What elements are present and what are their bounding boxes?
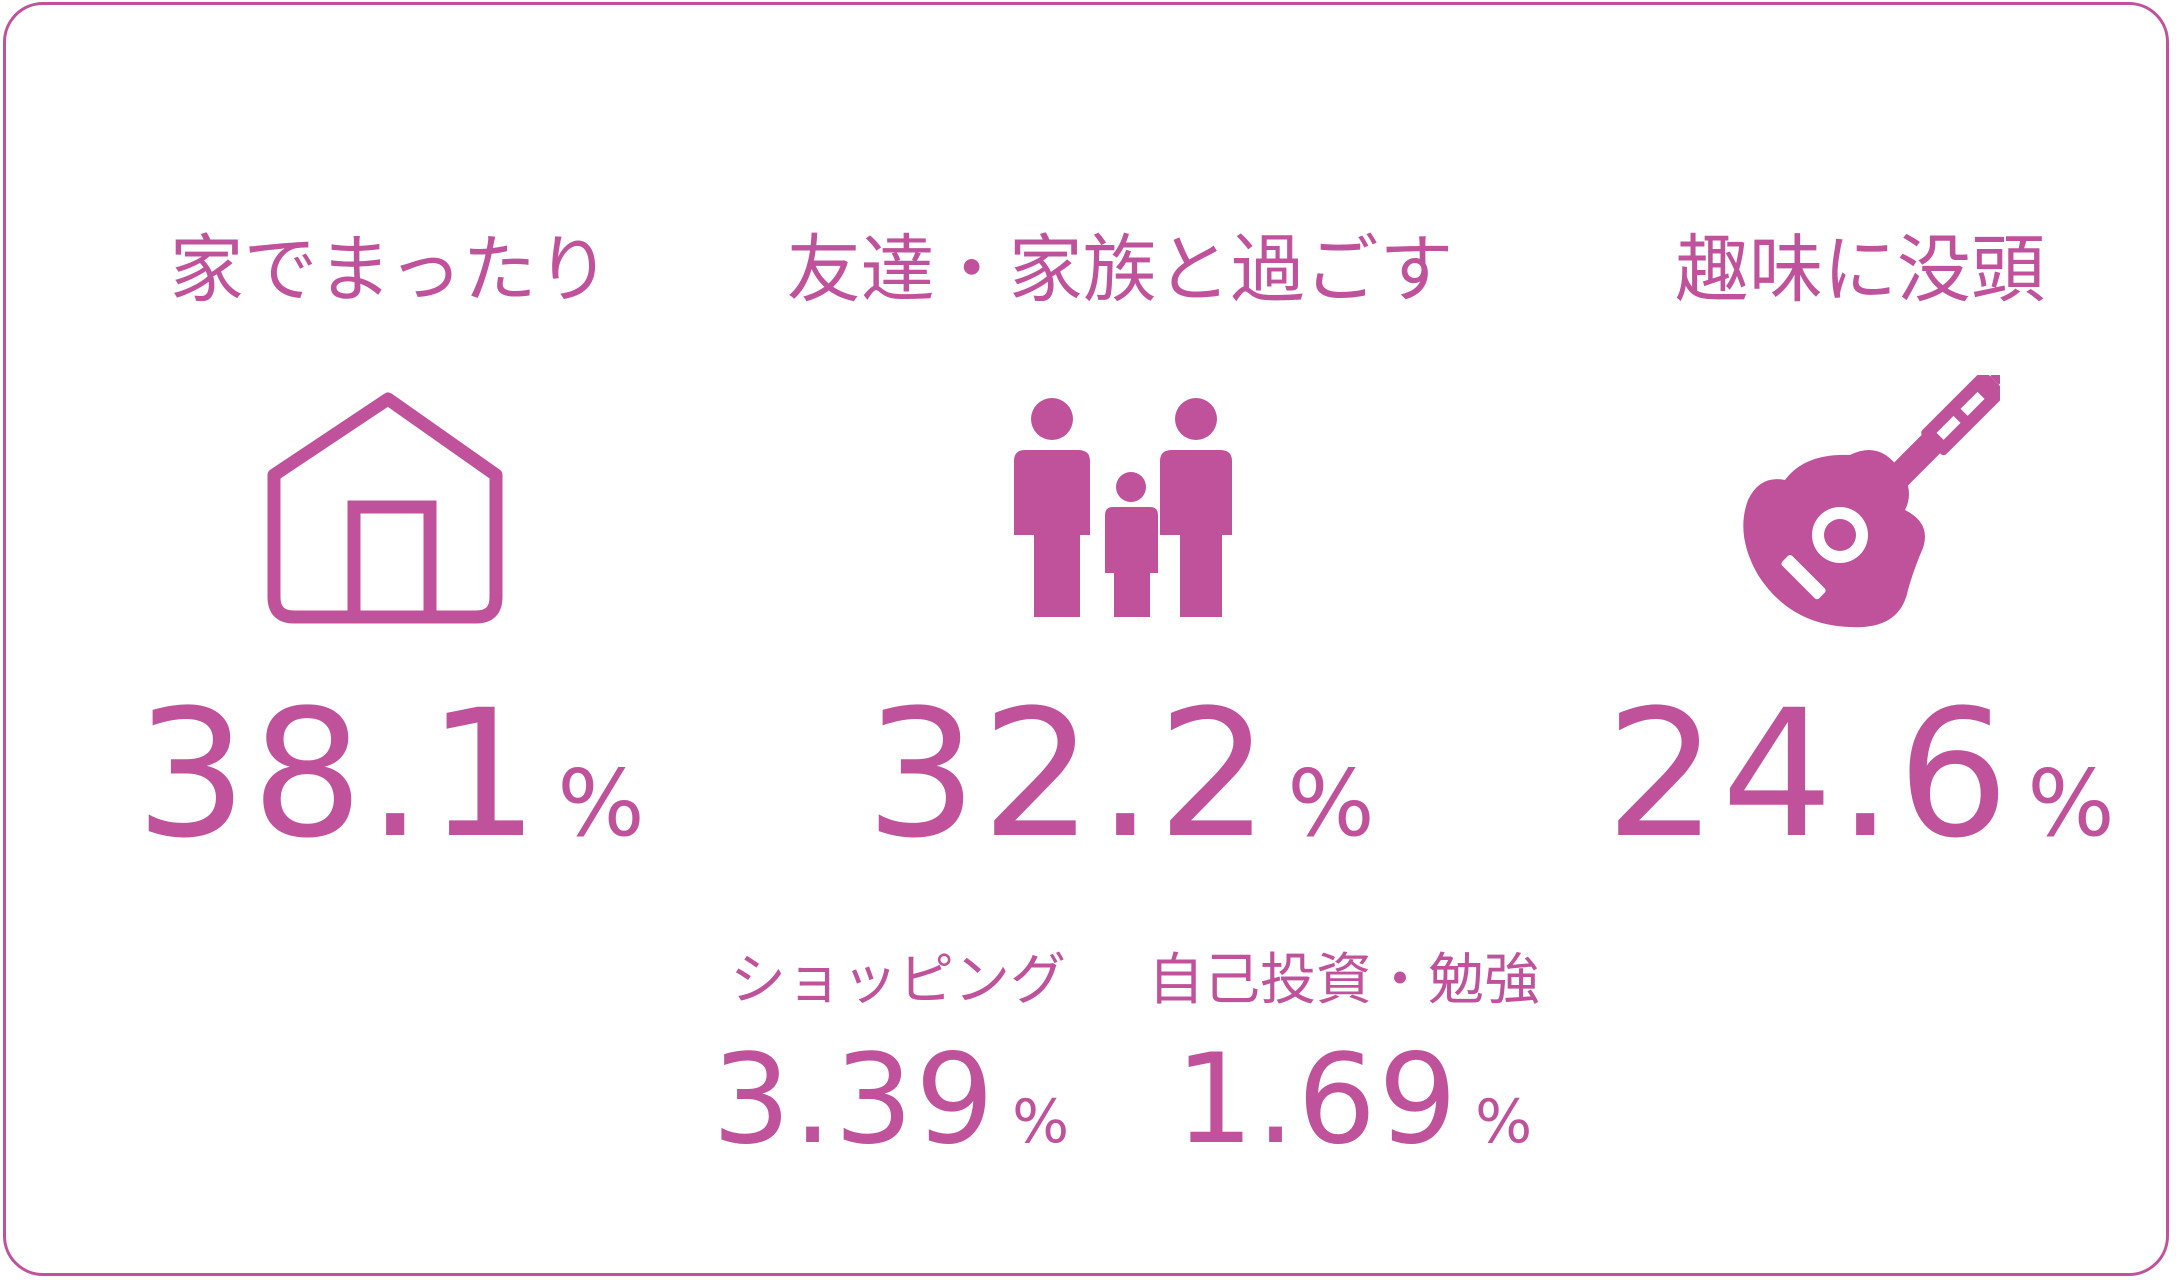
guitar-icon <box>1743 375 2000 628</box>
value-number: 3.39 <box>712 1028 997 1172</box>
value-number: 38.1 <box>135 672 544 877</box>
percent-sign: % <box>2027 750 2115 857</box>
percent-sign: % <box>557 750 645 857</box>
family-icon <box>1014 398 1232 617</box>
item-label-home: 家でまったり <box>169 227 611 313</box>
item-value-hobby: 24.6% <box>1600 687 2120 863</box>
value-number: 32.2 <box>865 672 1274 877</box>
percent-sign: % <box>1475 1087 1533 1157</box>
card-frame <box>3 2 2169 1276</box>
minor-value-study: 1.69% <box>1175 1038 1533 1162</box>
minor-label-study: 自己投資・勉強 <box>1148 948 1540 1013</box>
item-label-hobby: 趣味に没頭 <box>1675 227 2045 313</box>
value-number: 24.6 <box>1605 672 2014 877</box>
item-value-family: 32.2% <box>740 687 1500 863</box>
minor-value-shopping: 3.39% <box>712 1038 1070 1162</box>
item-value-home: 38.1% <box>130 687 650 863</box>
minor-label-shopping: ショッピング <box>730 948 1066 1013</box>
percent-sign: % <box>1287 750 1375 857</box>
house-icon <box>267 392 503 624</box>
item-label-family: 友達・家族と過ごす <box>786 227 1454 313</box>
value-number: 1.69 <box>1175 1028 1460 1172</box>
percent-sign: % <box>1012 1087 1070 1157</box>
